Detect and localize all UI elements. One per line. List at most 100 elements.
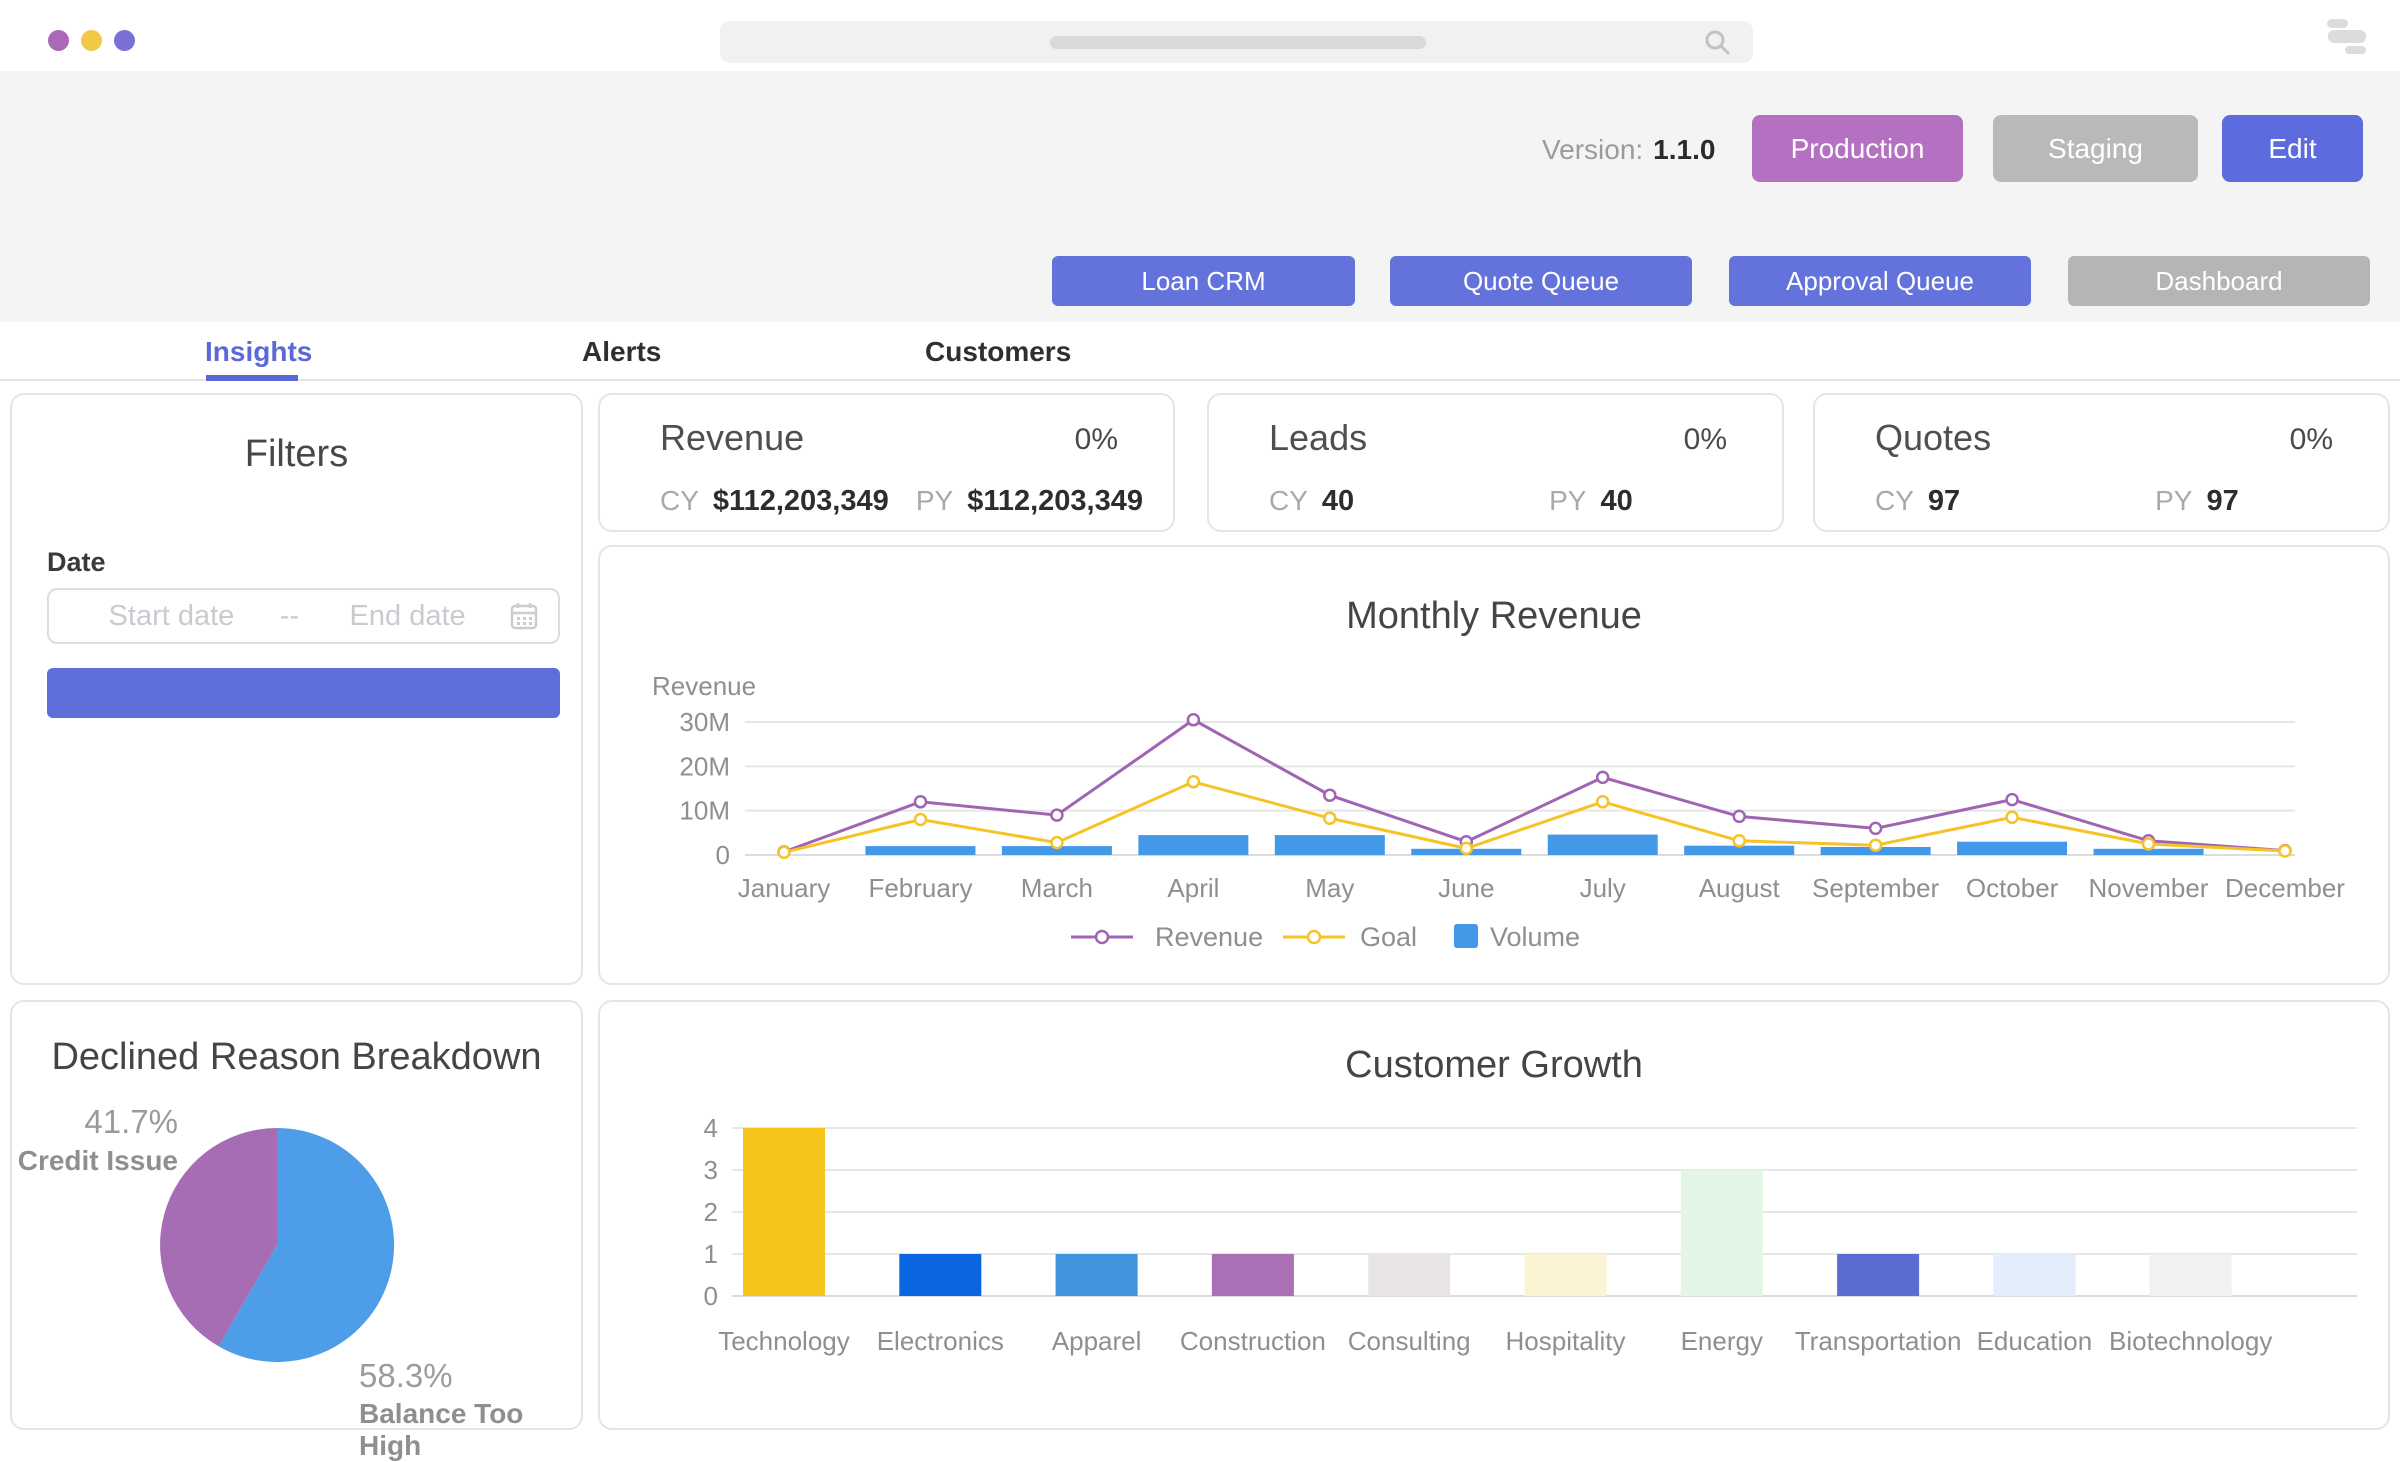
pie-label-credit-issue: Credit Issue — [12, 1145, 178, 1177]
pie-label-balance-too-high: Balance Too High — [359, 1398, 581, 1462]
customer-growth-card: 0 1 2 3 4 Technology Electronics Apparel Constru… — [598, 1000, 2390, 1430]
svg-text:Hospitality: Hospitality — [1506, 1326, 1626, 1356]
svg-text:October: October — [1966, 873, 2059, 903]
svg-text:Revenue: Revenue — [1155, 922, 1263, 952]
date-label: Date — [47, 547, 106, 578]
svg-text:February: February — [868, 873, 972, 903]
cy-label: CY — [1875, 485, 1914, 517]
kpi-values-row: CY $112,203,349 PY $112,203,349 — [660, 485, 1143, 518]
pie-percent-credit-issue: 41.7% — [12, 1103, 178, 1141]
window-dot-violet[interactable] — [114, 30, 135, 51]
cy-value: $112,203,349 — [713, 485, 889, 518]
svg-text:August: August — [1699, 873, 1781, 903]
date-range-input[interactable]: Start date -- End date — [47, 588, 560, 644]
kpi-title: Quotes — [1875, 417, 1991, 459]
quotes-kpi-card: Quotes 0% CY 97 PY 97 — [1813, 393, 2390, 532]
svg-text:June: June — [1438, 873, 1494, 903]
svg-text:Energy: Energy — [1681, 1326, 1763, 1356]
staging-button[interactable]: Staging — [1993, 115, 2198, 182]
pie-percent-balance-too-high: 58.3% — [359, 1357, 453, 1395]
window-controls — [48, 30, 135, 51]
filters-title: Filters — [12, 433, 581, 476]
svg-text:November: November — [2089, 873, 2209, 903]
end-date-placeholder[interactable]: End date — [305, 600, 510, 633]
svg-text:September: September — [1812, 873, 1940, 903]
search-placeholder-line — [1050, 36, 1426, 49]
apply-filter-button[interactable] — [47, 668, 560, 718]
py-label: PY — [1549, 485, 1586, 517]
date-separator: -- — [274, 600, 305, 633]
py-value: 40 — [1600, 485, 1632, 518]
svg-text:1: 1 — [704, 1239, 718, 1269]
nav-quote-queue-button[interactable]: Quote Queue — [1390, 256, 1692, 306]
declined-reason-title: Declined Reason Breakdown — [12, 1036, 581, 1079]
py-value: 97 — [2206, 485, 2238, 518]
kpi-percent: 0% — [2290, 423, 2333, 457]
py-value: $112,203,349 — [967, 485, 1143, 518]
calendar-icon[interactable] — [510, 601, 538, 631]
cy-value: 97 — [1928, 485, 1960, 518]
start-date-placeholder[interactable]: Start date — [69, 600, 274, 633]
kpi-title: Revenue — [660, 417, 804, 459]
kpi-percent: 0% — [1684, 423, 1727, 457]
svg-text:Apparel: Apparel — [1052, 1326, 1142, 1356]
revenue-kpi-card: Revenue 0% CY $112,203,349 PY $112,203,3… — [598, 393, 1175, 532]
svg-text:Volume: Volume — [1490, 922, 1580, 952]
cy-label: CY — [660, 485, 699, 517]
leads-kpi-card: Leads 0% CY 40 PY 40 — [1207, 393, 1784, 532]
kpi-values-row: CY 97 PY 97 — [1875, 485, 2358, 518]
nav-approval-queue-button[interactable]: Approval Queue — [1729, 256, 2031, 306]
filters-card: Filters Date Start date -- End date — [10, 393, 583, 985]
svg-text:0: 0 — [716, 840, 730, 870]
svg-text:Education: Education — [1977, 1326, 2093, 1356]
svg-text:20M: 20M — [679, 751, 730, 781]
svg-text:December: December — [2225, 873, 2345, 903]
svg-text:Technology: Technology — [718, 1326, 850, 1356]
py-label: PY — [916, 485, 953, 517]
cy-label: CY — [1269, 485, 1308, 517]
svg-text:May: May — [1305, 873, 1354, 903]
window-dot-yellow[interactable] — [81, 30, 102, 51]
svg-text:3: 3 — [704, 1155, 718, 1185]
tab-bar: Insights Alerts Customers — [0, 322, 2400, 381]
svg-text:Electronics: Electronics — [877, 1326, 1004, 1356]
svg-text:30M: 30M — [679, 707, 730, 737]
search-icon — [1704, 29, 1731, 56]
window-dot-purple[interactable] — [48, 30, 69, 51]
svg-text:January: January — [738, 873, 831, 903]
kpi-title: Leads — [1269, 417, 1367, 459]
nav-loan-crm-button[interactable]: Loan CRM — [1052, 256, 1355, 306]
menu-icon[interactable] — [2327, 17, 2367, 55]
svg-text:March: March — [1021, 873, 1093, 903]
customer-growth-title: Customer Growth — [600, 1044, 2388, 1087]
svg-text:Goal: Goal — [1360, 922, 1417, 952]
kpi-percent: 0% — [1075, 423, 1118, 457]
edit-button[interactable]: Edit — [2222, 115, 2363, 182]
svg-text:4: 4 — [704, 1113, 718, 1143]
svg-text:Consulting: Consulting — [1348, 1326, 1471, 1356]
declined-reason-card: Declined Reason Breakdown 41.7% Credit I… — [10, 1000, 583, 1430]
svg-text:Biotechnology: Biotechnology — [2109, 1326, 2272, 1356]
py-label: PY — [2155, 485, 2192, 517]
monthly-revenue-card: 0 10M 20M 30M Revenue January February March Apr… — [598, 545, 2390, 985]
tab-alerts[interactable]: Alerts — [582, 336, 661, 368]
window-topbar — [0, 0, 2400, 71]
tab-customers[interactable]: Customers — [925, 336, 1071, 368]
production-button[interactable]: Production — [1752, 115, 1963, 182]
version-info: Version: 1.1.0 — [1542, 134, 1715, 166]
svg-text:0: 0 — [704, 1281, 718, 1311]
search-bar[interactable] — [720, 21, 1753, 63]
cy-value: 40 — [1322, 485, 1354, 518]
svg-text:Revenue: Revenue — [652, 671, 756, 701]
version-label: Version: — [1542, 134, 1643, 166]
svg-text:2: 2 — [704, 1197, 718, 1227]
tab-insights[interactable]: Insights — [205, 336, 312, 368]
svg-text:10M: 10M — [679, 796, 730, 826]
svg-text:April: April — [1167, 873, 1219, 903]
kpi-values-row: CY 40 PY 40 — [1269, 485, 1752, 518]
active-tab-indicator — [206, 375, 298, 381]
nav-dashboard-button[interactable]: Dashboard — [2068, 256, 2370, 306]
svg-text:July: July — [1580, 873, 1626, 903]
svg-text:Construction: Construction — [1180, 1326, 1326, 1356]
app-header: Version: 1.1.0 Production Staging Edit L… — [0, 71, 2400, 322]
